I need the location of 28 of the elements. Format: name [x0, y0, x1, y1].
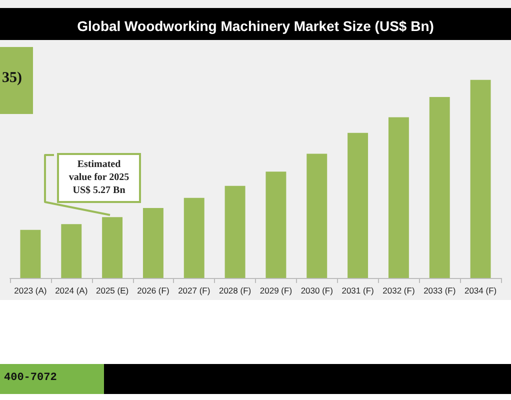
x-tick-label: 2033 (F) [424, 286, 456, 296]
x-tick-label: 2024 (A) [55, 286, 88, 296]
x-tick-label: 2028 (F) [218, 286, 252, 296]
x-tick-label: 2029 (F) [260, 286, 292, 296]
annotation: 35) [2, 70, 22, 87]
bar [388, 117, 409, 278]
x-tick-label: 2026 (F) [137, 286, 170, 296]
bar [470, 80, 491, 278]
x-tick-label: 2032 (F) [382, 286, 415, 296]
chart-title: Global Woodworking Machinery Market Size (US$ Bn) [77, 18, 434, 34]
bar [142, 208, 164, 278]
text: 400-7072 [4, 372, 57, 384]
x-tick-label: 2031 (F) [342, 286, 374, 296]
bar [266, 172, 286, 278]
x-tick-label: 2025 (E) [96, 286, 129, 296]
annotation: Estimated value for 2025 US$ 5.27 Bn [68, 158, 130, 197]
x-tick-label: 2027 (F) [178, 286, 210, 296]
bar [348, 132, 368, 278]
x-tick-label: 2023 (A) [14, 286, 47, 296]
bar [61, 224, 82, 278]
x-tick-label: 2034 (F) [464, 286, 497, 296]
bar [306, 154, 328, 278]
x-tick-label: 2030 (F) [300, 286, 334, 296]
bar [184, 198, 204, 278]
bar [20, 230, 41, 278]
bar [102, 217, 123, 278]
bar [429, 97, 450, 278]
bar [224, 186, 246, 278]
